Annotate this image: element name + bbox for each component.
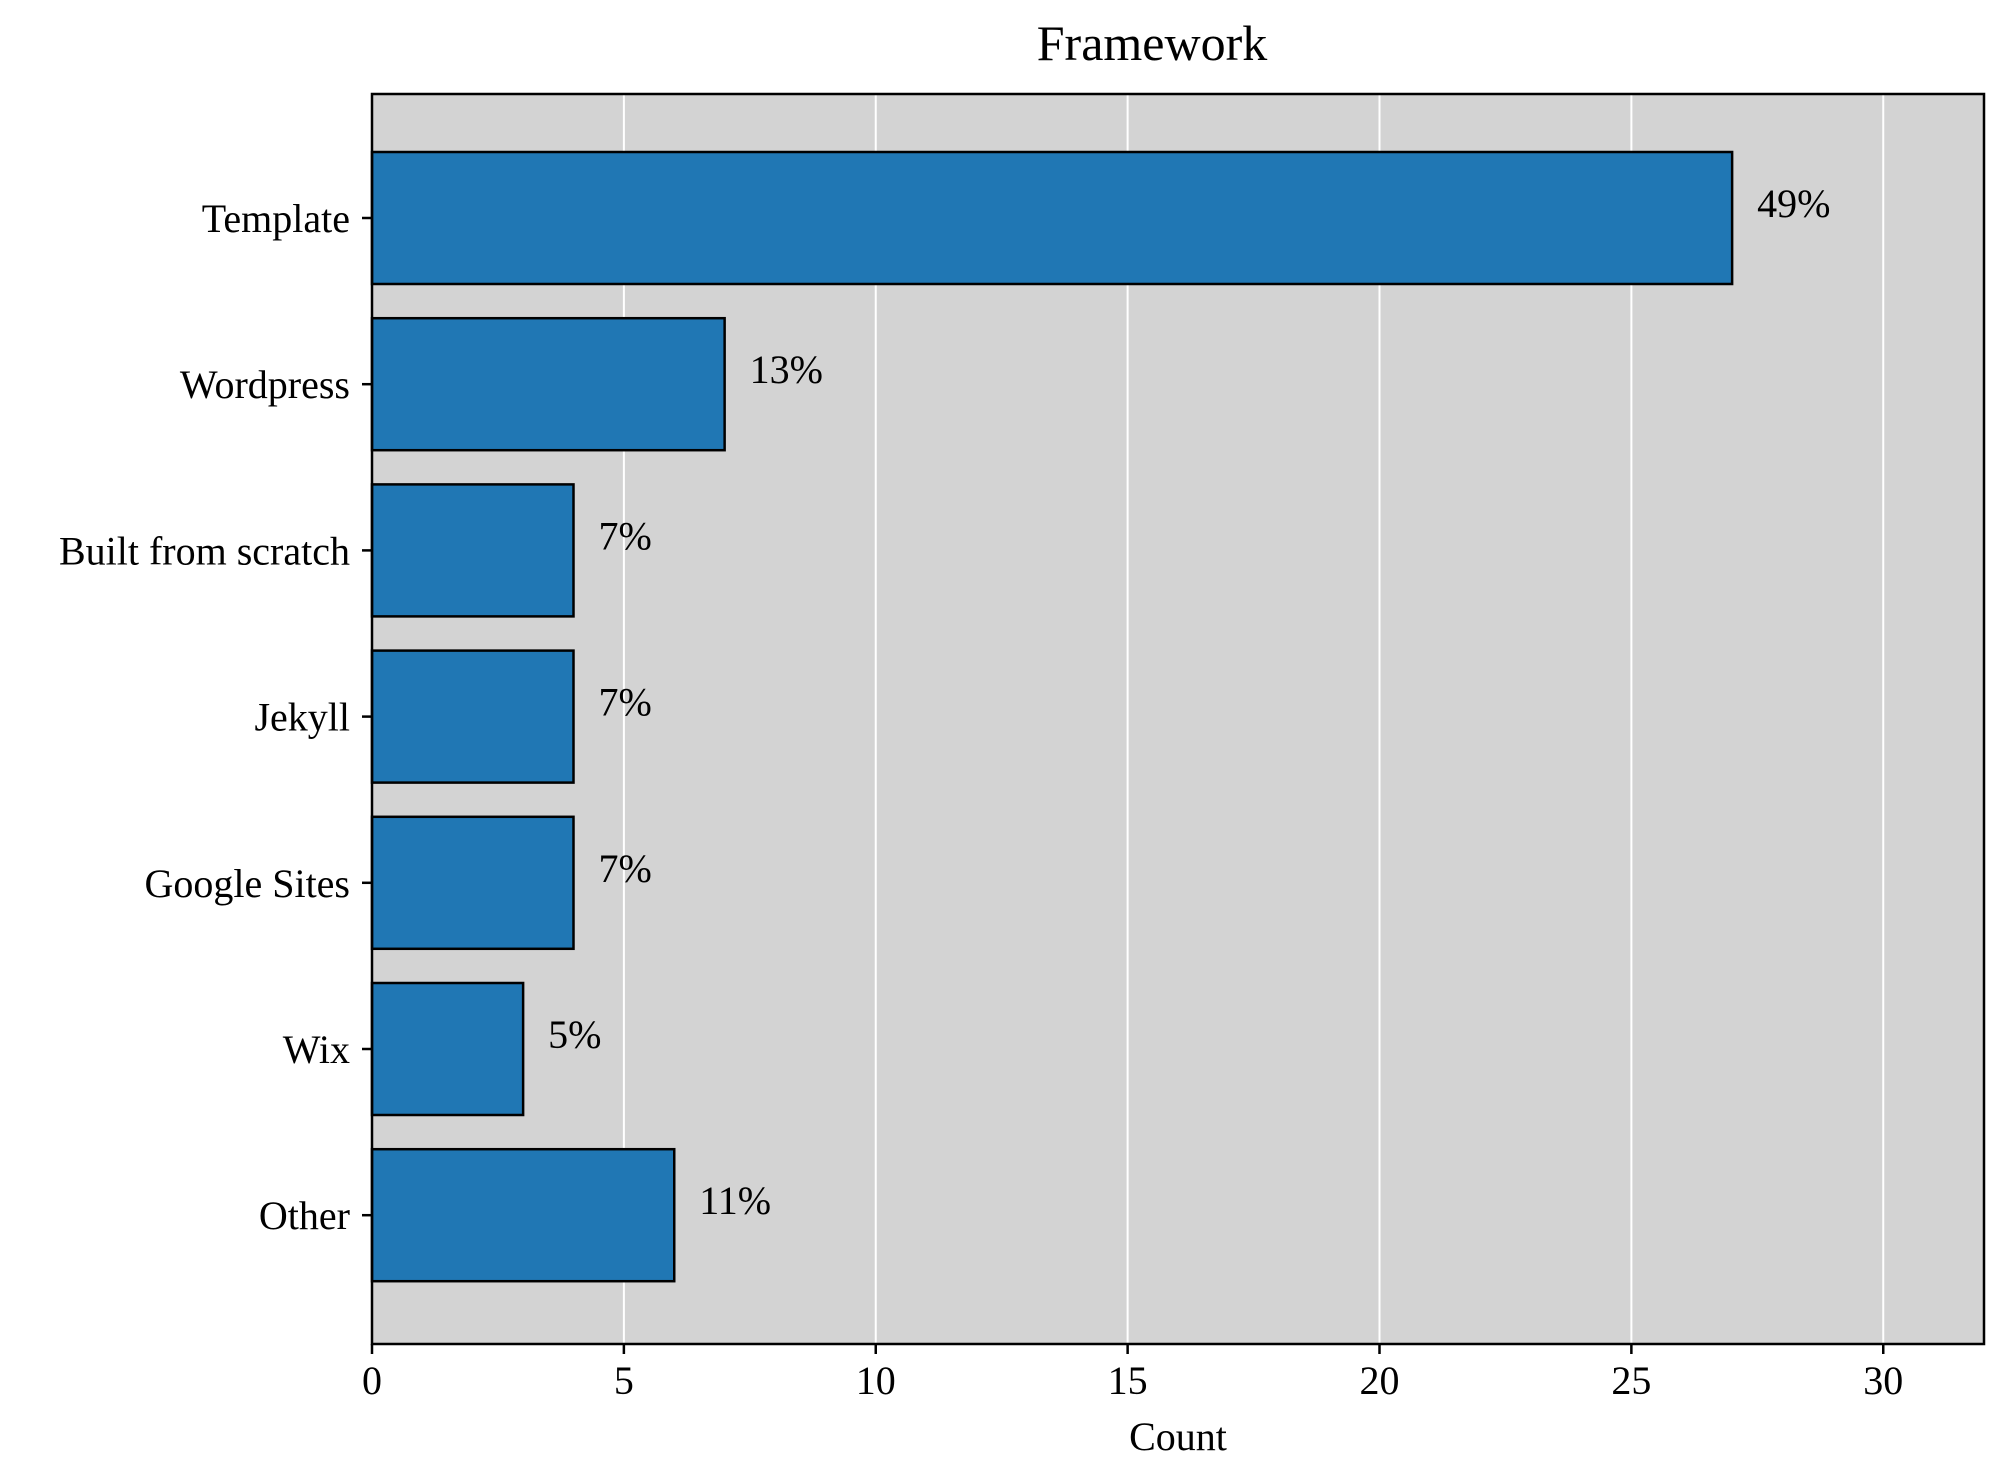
y-tick-label: Template — [202, 196, 350, 241]
plot-frame — [370, 92, 1986, 1346]
bar — [370, 981, 525, 1117]
y-axis-ticks: Template Wordpress Built from scratch Jekyl… — [59, 196, 372, 1238]
x-tick-label: 15 — [1108, 1358, 1148, 1403]
x-tick-label: 20 — [1360, 1358, 1400, 1403]
chart-title: Framework — [1037, 15, 1268, 71]
bars — [370, 150, 1734, 1283]
y-tick-label: Wix — [283, 1027, 350, 1072]
x-axis-label: Count — [1129, 1414, 1227, 1459]
bar-data-label: 7% — [599, 846, 652, 891]
data-labels: 49% 13% 7% 7% 7% 5% 11% — [548, 181, 1830, 1223]
x-tick-label: 25 — [1611, 1358, 1651, 1403]
x-tick-label: 10 — [856, 1358, 896, 1403]
bar-data-label: 49% — [1757, 181, 1830, 226]
grid-lines — [622, 94, 1885, 1344]
x-axis-ticks: 0 5 10 15 20 25 30 — [362, 1344, 1903, 1403]
bar — [370, 150, 1734, 286]
y-tick-label: Wordpress — [180, 362, 350, 407]
bar-data-label: 7% — [599, 513, 652, 558]
y-tick-label: Other — [259, 1193, 350, 1238]
x-tick-label: 30 — [1863, 1358, 1903, 1403]
plot-area — [372, 94, 1984, 1344]
y-tick-label: Google Sites — [144, 861, 350, 906]
bar — [370, 483, 575, 618]
y-tick-label: Built from scratch — [59, 528, 350, 573]
x-tick-label: 5 — [614, 1358, 634, 1403]
bar-data-label: 13% — [750, 347, 823, 392]
bar — [370, 815, 575, 951]
bar-data-label: 11% — [699, 1178, 771, 1223]
y-tick-label: Jekyll — [254, 695, 350, 740]
bar-data-label: 5% — [548, 1012, 601, 1057]
bar — [370, 649, 575, 784]
bar-data-label: 7% — [599, 680, 652, 725]
bar — [370, 316, 726, 452]
bar — [370, 1147, 676, 1283]
x-tick-label: 0 — [362, 1358, 382, 1403]
